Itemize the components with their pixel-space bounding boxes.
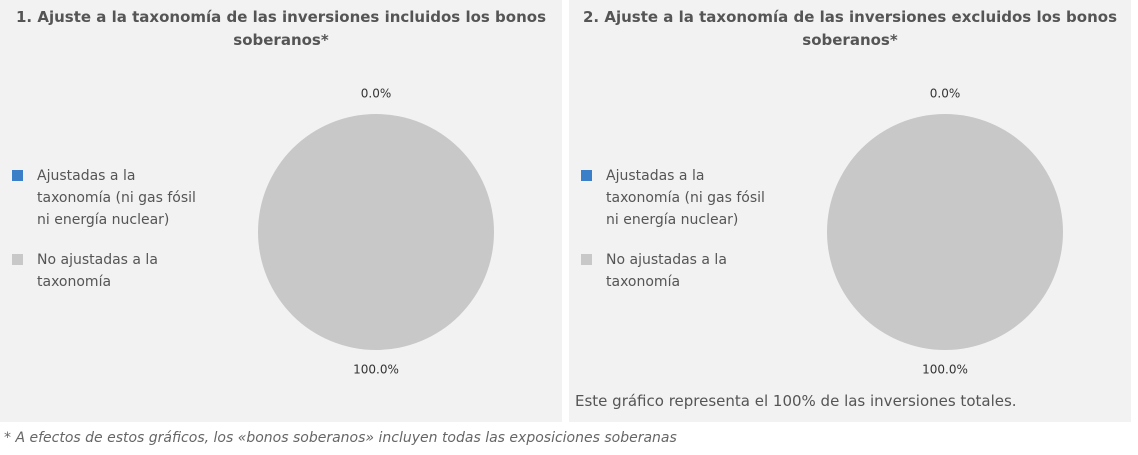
chart-title: 2. Ajuste a la taxonomía de las inversio… [582, 8, 1118, 49]
footnote: * A efectos de estos gráficos, los «bono… [4, 430, 677, 446]
pie-slice [258, 114, 494, 350]
legend-item: Ajustadas a la taxonomía (ni gas fósil n… [581, 165, 781, 231]
data-label: 100.0% [353, 363, 399, 377]
legend: Ajustadas a la taxonomía (ni gas fósil n… [12, 165, 212, 311]
legend-label: No ajustadas a la taxonomía [37, 252, 158, 290]
legend-label: Ajustadas a la taxonomía (ni gas fósil n… [37, 168, 196, 228]
legend-swatch [12, 254, 23, 265]
chart: 0.0% 100.0% [827, 87, 1063, 377]
chart-panel: 1. Ajuste a la taxonomía de las inversio… [0, 0, 562, 422]
data-label: 0.0% [930, 87, 961, 101]
legend: Ajustadas a la taxonomía (ni gas fósil n… [581, 165, 781, 311]
legend-item: No ajustadas a la taxonomía [12, 249, 212, 293]
legend-label: No ajustadas a la taxonomía [606, 252, 727, 290]
chart: 0.0% 100.0% [258, 87, 494, 377]
chart-note: Este gráfico representa el 100% de las i… [575, 392, 1017, 410]
legend-swatch [581, 254, 592, 265]
data-label: 100.0% [922, 363, 968, 377]
chart-panel: 2. Ajuste a la taxonomía de las inversio… [569, 0, 1131, 422]
legend-item: Ajustadas a la taxonomía (ni gas fósil n… [12, 165, 212, 231]
legend-swatch [12, 170, 23, 181]
pie-slice [827, 114, 1063, 350]
legend-label: Ajustadas a la taxonomía (ni gas fósil n… [606, 168, 765, 228]
legend-swatch [581, 170, 592, 181]
data-label: 0.0% [361, 87, 392, 101]
legend-item: No ajustadas a la taxonomía [581, 249, 781, 293]
chart-title: 1. Ajuste a la taxonomía de las inversio… [16, 8, 546, 49]
